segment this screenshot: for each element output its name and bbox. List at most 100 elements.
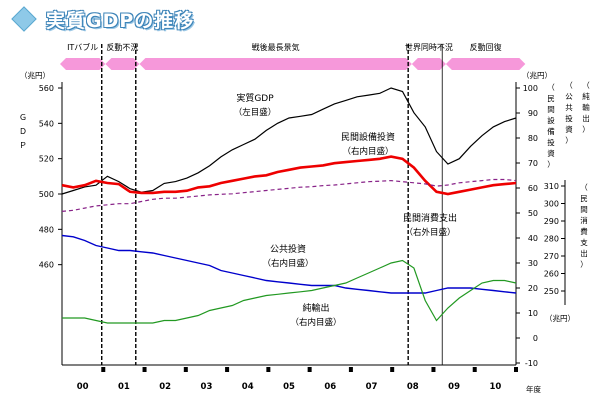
period-label: 戦後最長景気 (252, 42, 300, 52)
x-axis-tick-label: 08 (407, 382, 419, 392)
right1-axis-tick-label: 10 (528, 309, 538, 318)
period-label: 世界同時不況 (405, 42, 453, 52)
period-label: 反動不況 (106, 42, 138, 52)
x-axis-tick-mark (514, 367, 518, 372)
consumption-axis-label: 支 (580, 237, 588, 247)
x-axis-unit: 年度 (526, 384, 541, 394)
period-label: ITバブル (67, 42, 98, 52)
period-arrow (445, 58, 526, 70)
net-exports-axis-label: 輸 (582, 102, 590, 112)
right-small-axis-tick-label: 300 (544, 200, 559, 209)
x-axis-tick-label: 00 (77, 382, 89, 392)
x-axis-tick-label: 02 (159, 382, 171, 392)
right1-axis-tick-label: 50 (528, 209, 538, 218)
right-small-axis-tick-label: 270 (544, 252, 559, 261)
x-axis-tick-label: 06 (324, 382, 336, 392)
net-exports-axis-label: ） (582, 125, 590, 134)
x-axis-tick-mark (390, 367, 395, 372)
series-label: 純輸出 (302, 302, 329, 314)
net-exports-axis-label: 出 (582, 113, 590, 123)
right1-axis-tick-label: 70 (528, 159, 538, 168)
x-axis-tick-mark (225, 367, 230, 372)
x-axis-tick-label: 09 (448, 382, 460, 392)
capex-axis-label: 民 (547, 94, 555, 103)
x-axis-tick-mark (472, 367, 477, 372)
public-invest-axis-label: 資 (565, 124, 573, 134)
left-axis-tick-label: 520 (39, 155, 54, 164)
public-invest-axis-label: 共 (565, 103, 573, 112)
series-axis-note: （左目盛） (234, 107, 277, 118)
consumption-axis-label: 出 (580, 248, 588, 258)
public-invest-axis-label: ） (565, 136, 573, 145)
x-axis-tick-label: 01 (118, 382, 130, 392)
series-label: 民間設備投資 (341, 131, 395, 143)
capex-axis-label: ） (547, 160, 555, 169)
right1-axis-tick-label: -10 (525, 359, 538, 368)
capex-axis-label: 設 (547, 115, 555, 125)
series-line-gdp (61, 87, 517, 195)
right-small-axis-tick-label: 310 (544, 182, 559, 191)
left-axis-tick-label: 480 (39, 225, 54, 234)
right1-axis-tick-label: 20 (528, 284, 538, 293)
x-axis-tick-label: 05 (283, 382, 295, 392)
series-line-right1 (61, 234, 517, 294)
period-arrow (60, 58, 106, 70)
left-axis-label: Ｐ (19, 141, 27, 150)
series-label: 公共投資 (270, 243, 306, 255)
x-axis-tick-label: 10 (489, 382, 501, 392)
capex-axis-label: 備 (547, 126, 555, 136)
x-axis-tick-mark (183, 367, 188, 372)
series-axis-note: （右内目盛） (290, 317, 341, 328)
period-arrow (411, 58, 446, 70)
x-axis-tick-mark (348, 367, 353, 372)
left-axis-tick-label: 540 (39, 119, 54, 128)
consumption-axis-label: ） (580, 260, 588, 269)
consumption-axis-label: （ (580, 183, 588, 192)
right1-axis-tick-label: 40 (528, 234, 538, 243)
period-arrow (105, 58, 140, 70)
right1-axis-tick-label: 0 (533, 334, 538, 343)
right1-axis-tick-label: 80 (528, 134, 538, 143)
capex-axis-label: （ (547, 83, 555, 92)
left-axis-unit: （兆円） (20, 70, 50, 80)
right1-axis-tick-label: 90 (528, 109, 538, 118)
public-invest-axis-label: 投 (565, 113, 573, 123)
left-axis-tick-label: 560 (39, 84, 54, 93)
x-axis-tick-label: 03 (201, 382, 213, 392)
title-bar: 実質GDPの推移 (0, 0, 600, 40)
right-small-axis-tick-label: 280 (544, 235, 559, 244)
right-small-axis-tick-label: 290 (544, 217, 559, 226)
series-line-consumption (61, 178, 517, 212)
right1-axis-unit: （兆円） (522, 70, 552, 80)
capex-axis-label: 資 (547, 148, 555, 158)
left-axis-label: Ｇ (19, 113, 27, 122)
series-axis-note: （右内目盛） (342, 146, 393, 157)
x-axis-tick-mark (266, 367, 271, 372)
public-invest-axis-label: 公 (565, 92, 573, 101)
public-invest-axis-label: （ (565, 81, 573, 90)
period-arrow (139, 58, 412, 70)
capex-axis-label: 間 (547, 105, 555, 114)
x-axis-tick-mark (101, 367, 106, 372)
right-small-axis-unit: （兆円） (545, 313, 575, 323)
series-line-capex (61, 155, 517, 196)
left-axis-label: Ｄ (19, 127, 27, 136)
right1-axis-tick-label: 100 (523, 84, 538, 93)
capex-axis-label: 投 (547, 137, 555, 147)
right-small-axis-tick-label: 250 (544, 287, 559, 296)
consumption-axis-label: 費 (580, 226, 588, 236)
period-label: 反動回復 (470, 42, 502, 52)
page-title: 実質GDPの推移 (46, 10, 195, 32)
left-axis-tick-label: 500 (39, 190, 54, 199)
right1-axis-tick-label: 30 (528, 259, 538, 268)
consumption-axis-label: 民 (580, 194, 588, 203)
series-label: 民間消費支出 (403, 212, 457, 224)
x-axis-tick-mark (142, 367, 147, 372)
series-axis-note: （右内目盛） (262, 258, 313, 269)
consumption-axis-label: 消 (580, 215, 588, 225)
left-axis-tick-label: 460 (39, 261, 54, 270)
right-small-axis-tick-label: 260 (544, 270, 559, 279)
net-exports-axis-label: （ (582, 81, 590, 90)
consumption-axis-label: 間 (580, 205, 588, 214)
x-axis-tick-label: 07 (366, 382, 378, 392)
